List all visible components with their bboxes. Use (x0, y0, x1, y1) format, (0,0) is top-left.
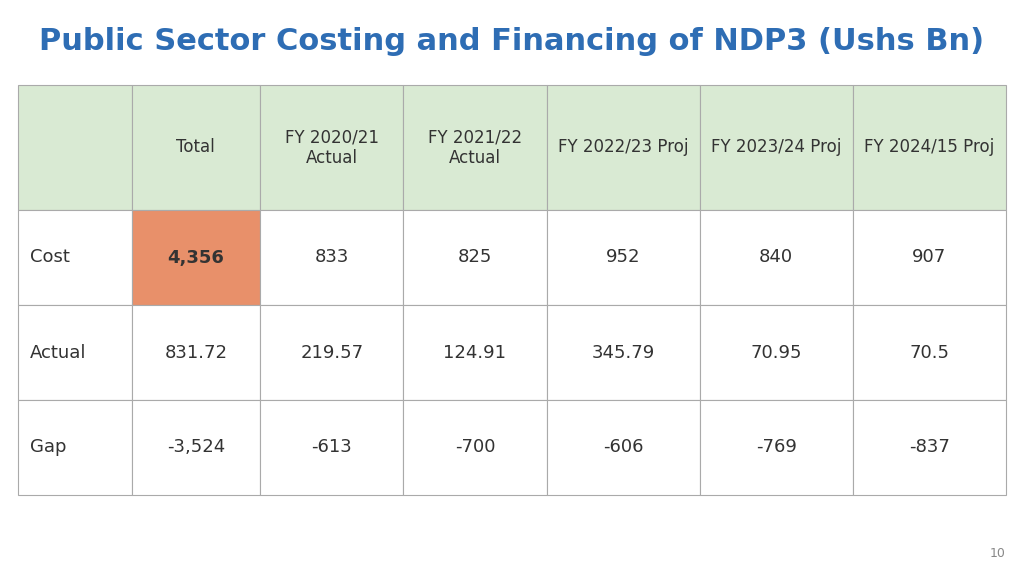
Text: 10: 10 (990, 547, 1006, 560)
Bar (18, 85, 132, 210)
Text: Total: Total (176, 138, 215, 157)
Bar (18, 400, 132, 495)
Bar (403, 305, 547, 400)
Bar (260, 85, 403, 210)
Bar (18, 305, 132, 400)
Bar (547, 85, 699, 210)
Text: 70.5: 70.5 (909, 343, 949, 362)
Bar (260, 210, 403, 305)
Bar (699, 305, 853, 400)
Bar (853, 305, 1006, 400)
Text: 833: 833 (314, 248, 349, 267)
Text: FY 2021/22
Actual: FY 2021/22 Actual (428, 128, 522, 167)
Text: Actual: Actual (30, 343, 86, 362)
Bar (403, 400, 547, 495)
Bar (132, 400, 260, 495)
Text: -769: -769 (756, 438, 797, 457)
Text: 124.91: 124.91 (443, 343, 507, 362)
Text: 952: 952 (606, 248, 640, 267)
Bar (547, 305, 699, 400)
Text: 219.57: 219.57 (300, 343, 364, 362)
Text: Cost: Cost (30, 248, 70, 267)
Text: -3,524: -3,524 (167, 438, 225, 457)
Bar (699, 210, 853, 305)
Text: -613: -613 (311, 438, 352, 457)
Bar (699, 85, 853, 210)
Bar (853, 85, 1006, 210)
Text: 345.79: 345.79 (592, 343, 654, 362)
Text: -837: -837 (909, 438, 950, 457)
Bar (260, 400, 403, 495)
Bar (132, 85, 260, 210)
Bar (853, 400, 1006, 495)
Bar (132, 210, 260, 305)
Text: 825: 825 (458, 248, 493, 267)
Text: FY 2022/23 Proj: FY 2022/23 Proj (558, 138, 688, 157)
Text: FY 2023/24 Proj: FY 2023/24 Proj (711, 138, 842, 157)
Bar (18, 210, 132, 305)
Text: Gap: Gap (30, 438, 67, 457)
Bar (853, 210, 1006, 305)
Bar (547, 210, 699, 305)
Text: -606: -606 (603, 438, 643, 457)
Bar (403, 85, 547, 210)
Text: 840: 840 (759, 248, 794, 267)
Text: Public Sector Costing and Financing of NDP3 (Ushs Bn): Public Sector Costing and Financing of N… (40, 28, 984, 56)
Text: 831.72: 831.72 (164, 343, 227, 362)
Text: FY 2020/21
Actual: FY 2020/21 Actual (285, 128, 379, 167)
Text: FY 2024/15 Proj: FY 2024/15 Proj (864, 138, 994, 157)
Text: 70.95: 70.95 (751, 343, 802, 362)
Bar (260, 305, 403, 400)
Text: -700: -700 (455, 438, 496, 457)
Bar (699, 400, 853, 495)
Text: 4,356: 4,356 (167, 248, 224, 267)
Bar (132, 305, 260, 400)
Bar (403, 210, 547, 305)
Bar (547, 400, 699, 495)
Text: 907: 907 (912, 248, 946, 267)
